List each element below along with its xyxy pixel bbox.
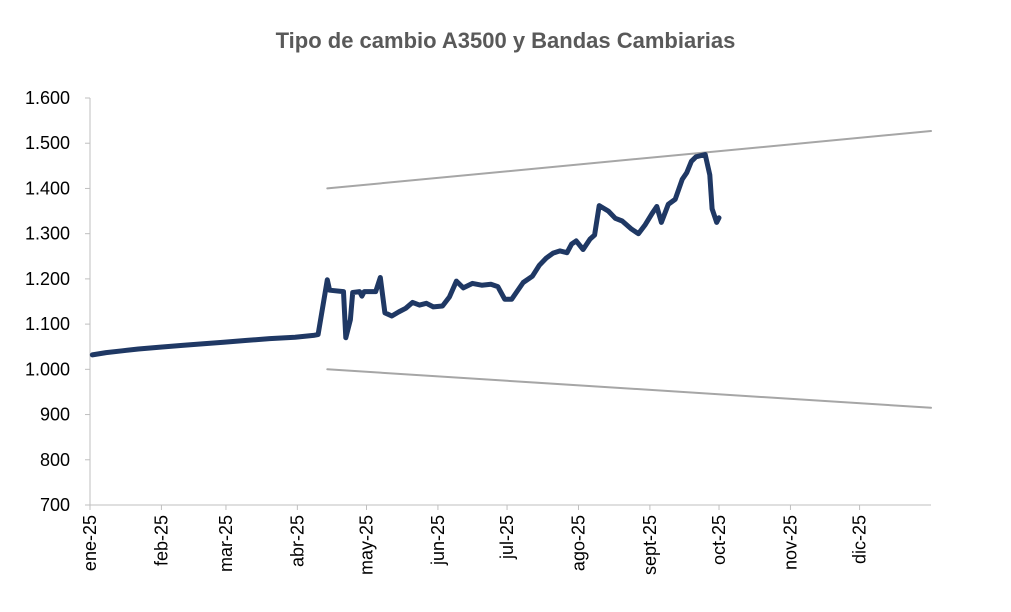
x-tick-label: jul-25: [497, 515, 517, 560]
x-tick-label: abr-25: [287, 515, 307, 567]
x-tick-label: may-25: [356, 515, 376, 575]
y-tick-label: 1.600: [25, 88, 70, 108]
y-axis-ticks: 700 800 900 1.000 1.100 1.200 1.300 1.400 1.500 1…: [25, 88, 90, 515]
x-tick-label: dic-25: [850, 515, 870, 564]
lower-band-line: [326, 368, 932, 409]
y-tick-label: 1.500: [25, 133, 70, 153]
exchange-rate-line: [89, 152, 722, 358]
x-tick-label: oct-25: [709, 515, 729, 565]
x-tick-label: ago-25: [568, 515, 588, 571]
y-tick-label: 800: [40, 450, 70, 470]
x-tick-label: mar-25: [216, 515, 236, 572]
chart-title: Tipo de cambio A3500 y Bandas Cambiarias: [275, 28, 736, 53]
y-tick-label: 900: [40, 405, 70, 425]
y-tick-label: 1.300: [25, 224, 70, 244]
y-tick-label: 1.100: [25, 314, 70, 334]
x-tick-label: nov-25: [780, 515, 800, 570]
x-tick-label: sept-25: [640, 515, 660, 575]
y-tick-label: 700: [40, 495, 70, 515]
y-tick-label: 1.000: [25, 359, 70, 379]
x-tick-label: ene-25: [80, 515, 100, 571]
y-tick-label: 1.400: [25, 178, 70, 198]
x-tick-label: feb-25: [151, 515, 171, 566]
x-tick-label: jun-25: [428, 515, 448, 566]
x-axis-ticks: ene-25 feb-25 mar-25 abr-25 may-25 jun-25 jul-…: [80, 505, 870, 575]
series-lines: [89, 130, 932, 409]
upper-band-line: [326, 130, 932, 190]
y-tick-label: 1.200: [25, 269, 70, 289]
